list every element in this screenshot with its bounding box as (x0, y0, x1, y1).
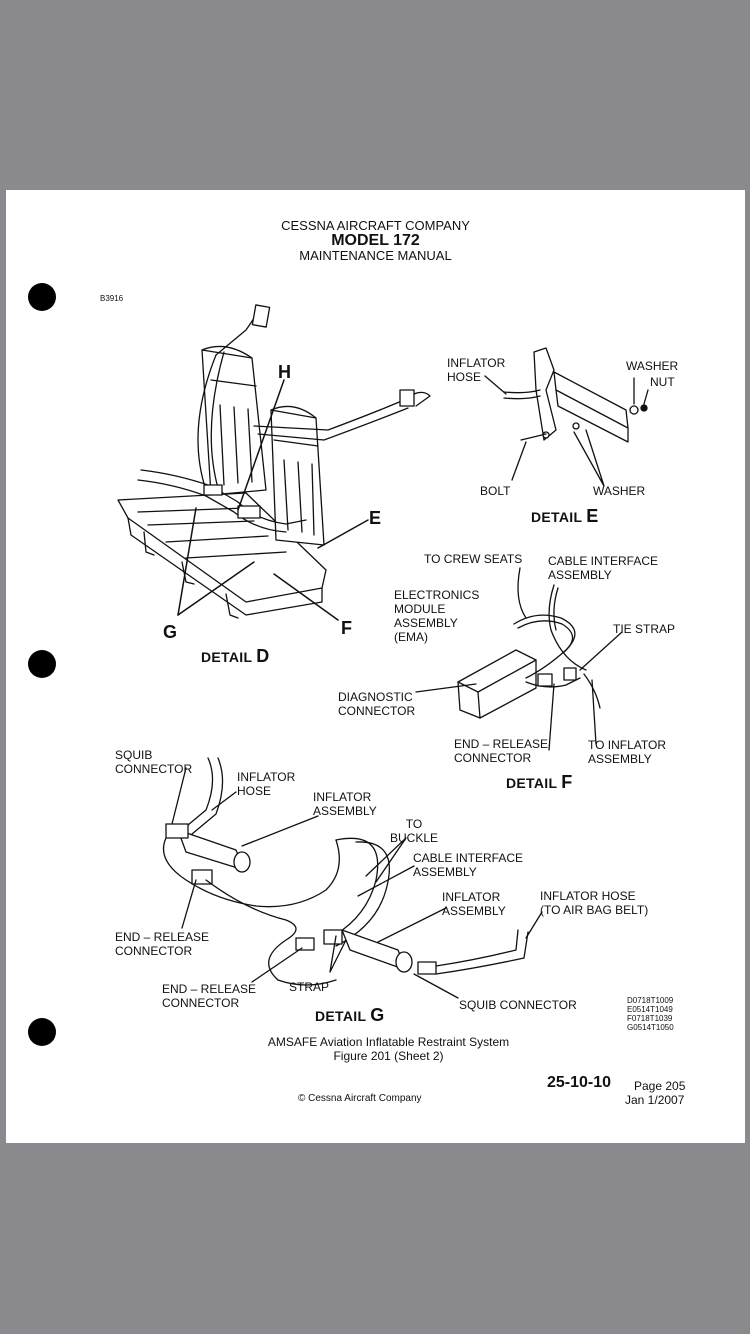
binder-hole-top (28, 283, 56, 311)
revision-date: Jan 1/2007 (625, 1093, 685, 1107)
callout-e: E (369, 508, 382, 528)
detail-g-title: DETAIL G (315, 1005, 385, 1026)
detail-g-letter: G (370, 1005, 385, 1025)
e-nut-label: NUT (650, 375, 675, 389)
detail-g-word: DETAIL (315, 1008, 367, 1024)
f-diagnostic-line1: DIAGNOSTIC (338, 690, 413, 704)
drawing-id: B3916 (100, 294, 124, 303)
f-to-crew-seats-label: TO CREW SEATS (424, 552, 523, 566)
ema-illustration (415, 567, 623, 751)
e-washer-top-label: WASHER (626, 359, 679, 373)
binder-hole-middle (28, 650, 56, 678)
e-inflator-hose-line1: INFLATOR (447, 356, 506, 370)
figure-caption-number: Figure 201 (Sheet 2) (333, 1049, 444, 1063)
f-diagnostic-line2: CONNECTOR (338, 704, 416, 718)
manual-title: MAINTENANCE MANUAL (299, 248, 452, 263)
g-cable-interface-line2: ASSEMBLY (413, 865, 477, 879)
g-end-release-bottom-line1: END – RELEASE (162, 982, 257, 996)
e-inflator-hose-line2: HOSE (447, 370, 482, 384)
e-bolt-label: BOLT (480, 484, 511, 498)
detail-d-title: DETAIL D (201, 646, 270, 667)
detail-e-letter: E (586, 506, 599, 526)
g-end-release-left-line2: CONNECTOR (115, 944, 193, 958)
g-strap-label: STRAP (289, 980, 330, 994)
f-ema-line4: (EMA) (394, 630, 428, 644)
g-to-buckle-line2: BUCKLE (390, 831, 439, 845)
g-inflator-assembly-top-line2: ASSEMBLY (313, 804, 377, 818)
callout-f: F (341, 618, 352, 638)
section-number: 25-10-10 (547, 1074, 612, 1091)
seat-illustration (117, 304, 431, 621)
f-tie-strap-label: TIE STRAP (613, 622, 676, 636)
g-inflator-assembly-top-line1: INFLATOR (313, 790, 372, 804)
model-title: MODEL 172 (331, 232, 420, 249)
ref-code-g: G0514T1050 (627, 1023, 674, 1032)
g-end-release-bottom-label: END – RELEASE CONNECTOR (162, 982, 256, 1010)
g-inflator-hose-label: INFLATOR HOSE (237, 770, 295, 798)
g-squib-bottom-label: SQUIB CONNECTOR (459, 998, 577, 1012)
detail-f-letter: F (561, 772, 573, 792)
g-to-buckle-label: TO BUCKLE (390, 817, 438, 845)
bracket-illustration (484, 347, 649, 487)
g-inflator-hose-line2: HOSE (237, 784, 272, 798)
f-end-release-label: END – RELEASE CONNECTOR (454, 737, 548, 765)
f-cable-interface-line1: CABLE INTERFACE (548, 554, 659, 568)
f-end-release-line1: END – RELEASE (454, 737, 549, 751)
g-inflator-hose-line1: INFLATOR (237, 770, 296, 784)
detail-f-word: DETAIL (506, 775, 558, 791)
e-inflator-hose-label: INFLATOR HOSE (447, 356, 505, 384)
detail-f-title: DETAIL F (506, 772, 573, 793)
g-end-release-bottom-line2: CONNECTOR (162, 996, 240, 1010)
g-squib-top-label: SQUIB CONNECTOR (115, 748, 192, 776)
figure-caption-title: AMSAFE Aviation Inflatable Restraint Sys… (267, 1035, 510, 1049)
g-end-release-left-label: END – RELEASE CONNECTOR (115, 930, 209, 958)
g-inflator-hose-airbag-line2: (TO AIR BAG BELT) (540, 903, 649, 917)
detail-d-letter: D (256, 646, 270, 666)
ref-code-e: E0514T1049 (627, 1005, 673, 1014)
g-cable-interface-label: CABLE INTERFACE ASSEMBLY (413, 851, 523, 879)
f-ema-line2: MODULE (394, 602, 446, 616)
f-to-inflator-line1: TO INFLATOR (588, 738, 667, 752)
ref-codes: D0718T1009 E0514T1049 F0718T1039 G0514T1… (627, 996, 674, 1032)
g-inflator-assembly-mid-line1: INFLATOR (442, 890, 501, 904)
ref-code-d: D0718T1009 (627, 996, 674, 1005)
g-to-buckle-line1: TO (405, 817, 423, 831)
f-ema-line3: ASSEMBLY (394, 616, 458, 630)
binder-hole-bottom (28, 1018, 56, 1046)
f-cable-interface-line2: ASSEMBLY (548, 568, 612, 582)
callout-g: G (163, 622, 178, 642)
f-ema-line1: ELECTRONICS (394, 588, 480, 602)
f-diagnostic-label: DIAGNOSTIC CONNECTOR (338, 690, 415, 718)
ref-code-f: F0718T1039 (627, 1014, 673, 1023)
f-to-inflator-label: TO INFLATOR ASSEMBLY (588, 738, 666, 766)
detail-d-word: DETAIL (201, 649, 253, 665)
manual-page: CESSNA AIRCRAFT COMPANY MODEL 172 MAINTE… (6, 190, 745, 1143)
callout-h: H (278, 362, 291, 382)
e-washer-bottom-label: WASHER (593, 484, 646, 498)
page-number: Page 205 (634, 1079, 686, 1093)
f-ema-label: ELECTRONICS MODULE ASSEMBLY (EMA) (394, 588, 479, 644)
g-inflator-assembly-mid-line2: ASSEMBLY (442, 904, 506, 918)
f-to-inflator-line2: ASSEMBLY (588, 752, 652, 766)
inflator-harness-illustration (162, 757, 543, 999)
f-end-release-line2: CONNECTOR (454, 751, 532, 765)
g-inflator-hose-airbag-line1: INFLATOR HOSE (540, 889, 636, 903)
f-cable-interface-label: CABLE INTERFACE ASSEMBLY (548, 554, 658, 582)
company-name: CESSNA AIRCRAFT COMPANY (281, 218, 470, 233)
g-end-release-left-line1: END – RELEASE (115, 930, 210, 944)
g-inflator-assembly-top-label: INFLATOR ASSEMBLY (313, 790, 377, 818)
g-squib-top-line2: CONNECTOR (115, 762, 193, 776)
copyright: © Cessna Aircraft Company (298, 1093, 422, 1104)
illustration (117, 304, 649, 999)
detail-e-title: DETAIL E (531, 506, 599, 527)
g-cable-interface-line1: CABLE INTERFACE (413, 851, 524, 865)
g-inflator-hose-airbag-label: INFLATOR HOSE (TO AIR BAG BELT) (540, 889, 648, 917)
g-squib-top-line1: SQUIB (115, 748, 153, 762)
detail-e-word: DETAIL (531, 509, 583, 525)
g-inflator-assembly-mid-label: INFLATOR ASSEMBLY (442, 890, 506, 918)
